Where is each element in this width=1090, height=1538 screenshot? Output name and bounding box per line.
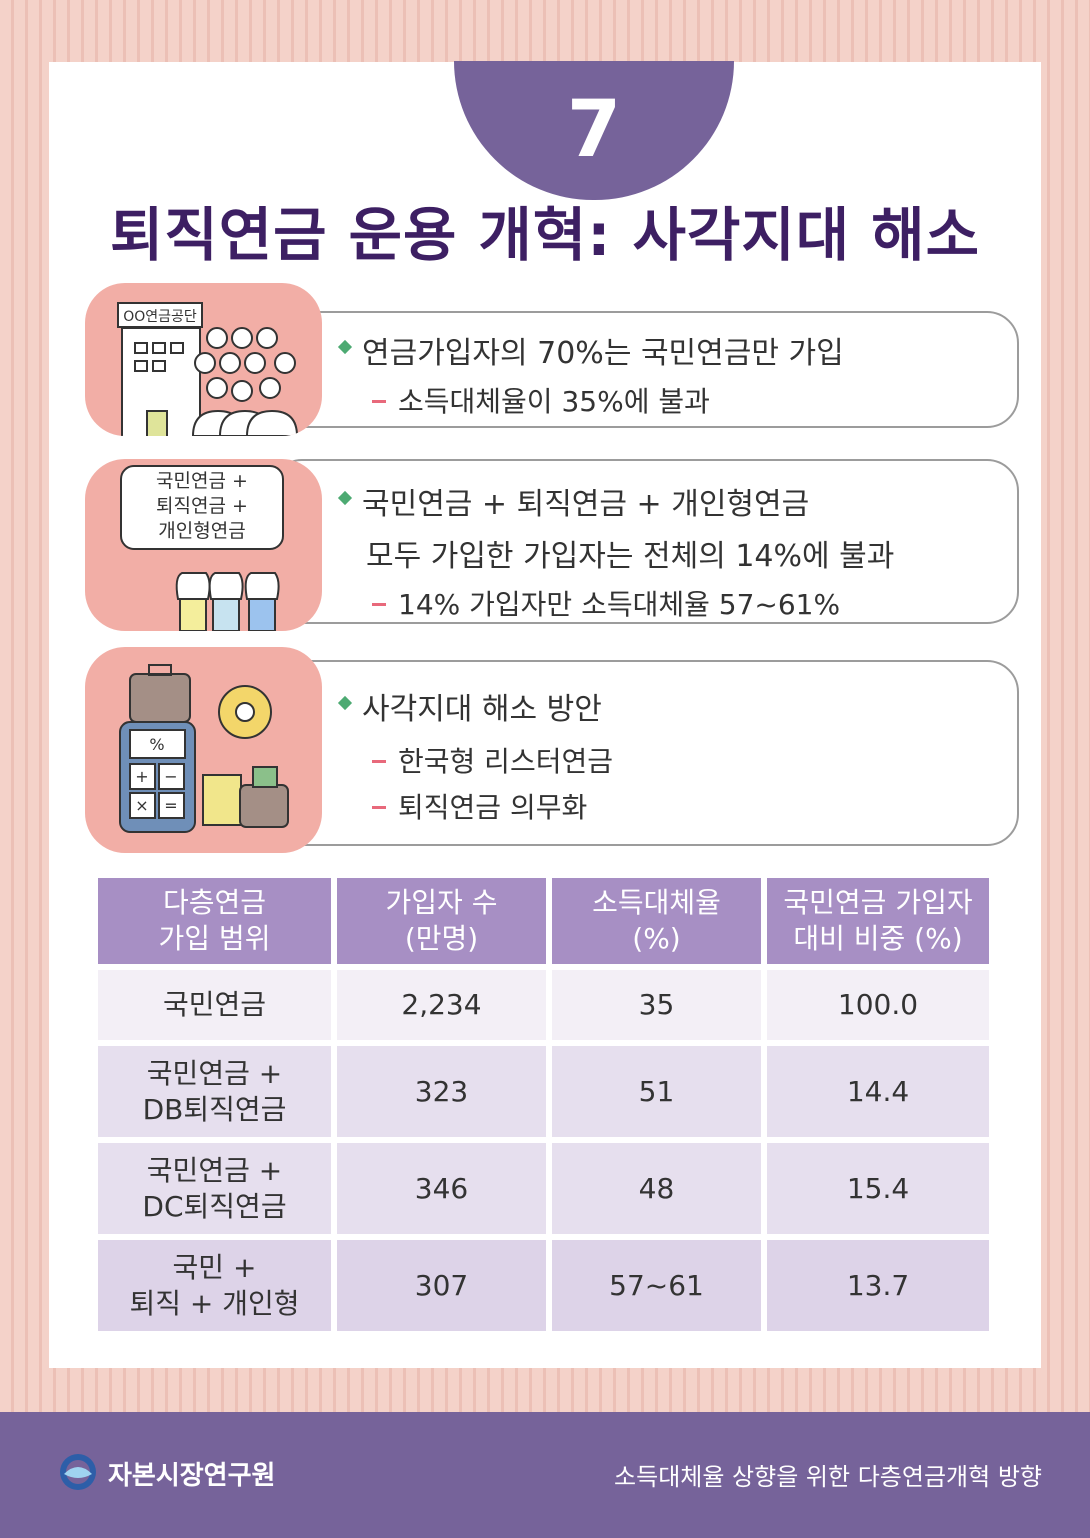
footer-tagline: 소득대체율 상향을 위한 다층연금개혁 방향 (614, 1463, 1042, 1491)
row-label: 국민 + 퇴직 + 개인형 (98, 1240, 331, 1331)
section-2-text: 국민연금 + 퇴직연금 + 개인형연금 모두 가입한 가입자는 전체의 14%에… (337, 479, 895, 623)
row-label: 국민연금 + DC퇴직연금 (98, 1143, 331, 1234)
page-number-badge: 7 (454, 61, 734, 200)
header-cell-scope: 다층연금 가입 범위 (98, 878, 331, 964)
table-row: 국민연금 + DC퇴직연금 346 48 15.4 (98, 1143, 989, 1234)
section-3-sub-2-row: 퇴직연금 의무화 (340, 786, 613, 826)
dash-bullet-icon (372, 759, 386, 763)
dash-bullet-icon (372, 399, 386, 403)
row-replacement: 35 (552, 970, 761, 1040)
page-title: 퇴직연금 운용 개혁: 사각지대 해소 (109, 201, 980, 269)
section-3-line-1: 사각지대 해소 방안 (362, 692, 602, 727)
row-replacement: 48 (552, 1143, 761, 1234)
table-row: 국민 + 퇴직 + 개인형 307 57~61 13.7 (98, 1240, 989, 1331)
section-2-box (270, 459, 1019, 624)
section-2-line-2: 모두 가입한 가입자는 전체의 14%에 불과 (366, 539, 895, 574)
section-1-box (270, 311, 1019, 428)
institute-logo-icon (60, 1454, 96, 1490)
footer: 자본시장연구원 소득대체율 상향을 위한 다층연금개혁 방향 (0, 1412, 1090, 1538)
dash-bullet-icon (372, 602, 386, 606)
section-2-line-1: 국민연금 + 퇴직연금 + 개인형연금 (362, 487, 810, 522)
calculator-money-illustration: % + − × = (85, 647, 322, 853)
diamond-bullet-icon (337, 695, 353, 710)
svg-text:+: + (135, 767, 148, 786)
pension-table: 다층연금 가입 범위 가입자 수 (만명) 소득대체율 (%) 국민연금 가입자 대비 … (92, 872, 995, 1337)
row-ratio: 100.0 (767, 970, 989, 1040)
section-3-sub-2: 퇴직연금 의무화 (398, 791, 588, 824)
section-1-line-1: 연금가입자의 70%는 국민연금만 가입 (362, 336, 844, 371)
row-replacement: 51 (552, 1046, 761, 1137)
page-number: 7 (566, 85, 622, 175)
header-cell-replacement: 소득대체율 (%) (552, 878, 761, 964)
section-2-sub-1: 14% 가입자만 소득대체율 57~61% (398, 588, 841, 621)
diamond-bullet-icon (337, 490, 353, 505)
speech-bubble: 국민연금 + 퇴직연금 + 개인형연금 (120, 465, 284, 550)
header-cell-subscribers: 가입자 수 (만명) (337, 878, 546, 964)
svg-text:%: % (149, 735, 164, 754)
row-subscribers: 323 (337, 1046, 546, 1137)
bubble-line-1: 국민연금 + (156, 470, 248, 492)
header-cell-ratio: 국민연금 가입자 대비 비중 (%) (767, 878, 989, 964)
section-2-main: 국민연금 + 퇴직연금 + 개인형연금 (337, 479, 894, 523)
dash-bullet-icon (372, 805, 386, 809)
diamond-bullet-icon (337, 339, 353, 354)
building-sign: OO연금공단 (123, 309, 197, 325)
row-label: 국민연금 + DB퇴직연금 (98, 1046, 331, 1137)
raised-hands-icon (175, 572, 280, 631)
section-3-text: 사각지대 해소 방안 한국형 리스터연금 퇴직연금 의무화 (337, 684, 613, 826)
row-ratio: 14.4 (767, 1046, 989, 1137)
row-ratio: 13.7 (767, 1240, 989, 1331)
table-row: 국민연금 + DB퇴직연금 323 51 14.4 (98, 1046, 989, 1137)
section-3-main: 사각지대 해소 방안 (337, 684, 613, 728)
section-1-sub-1: 소득대체율이 35%에 불과 (398, 385, 710, 418)
bubble-line-2: 퇴직연금 + (156, 495, 248, 517)
svg-text:−: − (164, 767, 177, 786)
section-3-sub-1: 한국형 리스터연금 (398, 745, 613, 778)
row-subscribers: 346 (337, 1143, 546, 1234)
table-header-row: 다층연금 가입 범위 가입자 수 (만명) 소득대체율 (%) 국민연금 가입자 대비 … (98, 878, 989, 964)
section-3-sub-1-row: 한국형 리스터연금 (340, 740, 613, 780)
calculator-gear-money-icon: % + − × = (119, 664, 289, 833)
table-row: 국민연금 2,234 35 100.0 (98, 970, 989, 1040)
building-crowd-icon: OO연금공단 (117, 302, 299, 436)
row-label: 국민연금 (98, 970, 331, 1040)
section-1-main: 연금가입자의 70%는 국민연금만 가입 (337, 328, 844, 372)
section-3-box (270, 660, 1019, 846)
row-subscribers: 307 (337, 1240, 546, 1331)
bubble-line-3: 개인형연금 (158, 520, 246, 542)
row-replacement: 57~61 (552, 1240, 761, 1331)
section-2-sub: 14% 가입자만 소득대체율 57~61% (340, 583, 894, 623)
institute-name: 자본시장연구원 (108, 1461, 276, 1491)
building-people-illustration: OO연금공단 (85, 283, 322, 436)
row-ratio: 15.4 (767, 1143, 989, 1234)
svg-text:=: = (164, 796, 177, 815)
svg-text:×: × (135, 796, 148, 815)
section-1-sub: 소득대체율이 35%에 불과 (340, 380, 844, 420)
row-subscribers: 2,234 (337, 970, 546, 1040)
section-1-text: 연금가입자의 70%는 국민연금만 가입 소득대체율이 35%에 불과 (337, 328, 844, 420)
